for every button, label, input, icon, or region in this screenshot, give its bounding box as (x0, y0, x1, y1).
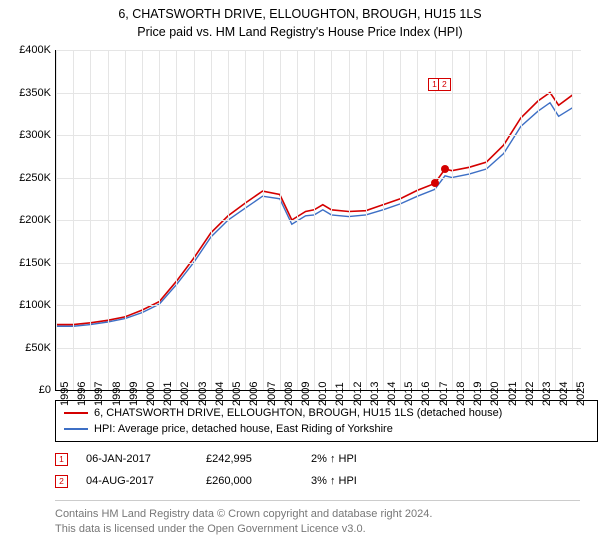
sale-price: £260,000 (206, 475, 311, 487)
sale-marker-num: 1 (59, 454, 64, 464)
sale-marker-box: 1 (55, 453, 68, 466)
sale-delta: 2% ↑ HPI (311, 453, 580, 465)
sales-block: 1 06-JAN-2017 £242,995 2% ↑ HPI 2 04-AUG… (55, 448, 580, 492)
ytick-label: £0 (1, 384, 51, 396)
sale-marker-box: 2 (55, 475, 68, 488)
sale-point (431, 179, 439, 187)
chart-container: 6, CHATSWORTH DRIVE, ELLOUGHTON, BROUGH,… (0, 0, 600, 560)
callout-marker: 2 (438, 78, 451, 91)
chart-title-block: 6, CHATSWORTH DRIVE, ELLOUGHTON, BROUGH,… (0, 0, 600, 43)
ytick-label: £300K (1, 129, 51, 141)
legend-box: 6, CHATSWORTH DRIVE, ELLOUGHTON, BROUGH,… (55, 400, 598, 442)
legend-swatch (64, 428, 88, 430)
ytick-label: £200K (1, 214, 51, 226)
legend-item: HPI: Average price, detached house, East… (64, 421, 589, 437)
chart-title-line2: Price paid vs. HM Land Registry's House … (0, 24, 600, 42)
sale-price: £242,995 (206, 453, 311, 465)
sale-row: 2 04-AUG-2017 £260,000 3% ↑ HPI (55, 470, 580, 492)
ytick-label: £350K (1, 87, 51, 99)
footer-line1: Contains HM Land Registry data © Crown c… (55, 507, 580, 522)
sale-date: 04-AUG-2017 (86, 475, 206, 487)
ytick-label: £150K (1, 257, 51, 269)
plot-area: £0£50K£100K£150K£200K£250K£300K£350K£400… (55, 50, 581, 391)
sale-marker-num: 2 (59, 476, 64, 486)
sale-row: 1 06-JAN-2017 £242,995 2% ↑ HPI (55, 448, 580, 470)
legend-item: 6, CHATSWORTH DRIVE, ELLOUGHTON, BROUGH,… (64, 405, 589, 421)
legend-label: HPI: Average price, detached house, East… (94, 423, 393, 435)
footer-line2: This data is licensed under the Open Gov… (55, 522, 580, 537)
ytick-label: £50K (1, 342, 51, 354)
ytick-label: £250K (1, 172, 51, 184)
sale-delta: 3% ↑ HPI (311, 475, 580, 487)
legend-swatch (64, 412, 88, 414)
sale-date: 06-JAN-2017 (86, 453, 206, 465)
chart-title-line1: 6, CHATSWORTH DRIVE, ELLOUGHTON, BROUGH,… (0, 6, 600, 24)
footer-attribution: Contains HM Land Registry data © Crown c… (55, 500, 580, 537)
ytick-label: £400K (1, 44, 51, 56)
ytick-label: £100K (1, 299, 51, 311)
legend-label: 6, CHATSWORTH DRIVE, ELLOUGHTON, BROUGH,… (94, 407, 502, 419)
sale-point (441, 165, 449, 173)
